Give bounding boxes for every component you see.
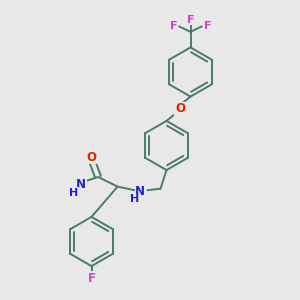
Text: N: N — [135, 184, 145, 198]
Text: F: F — [88, 272, 95, 285]
Text: H: H — [130, 194, 139, 205]
Text: H: H — [70, 188, 79, 198]
Text: N: N — [76, 178, 86, 191]
Text: F: F — [204, 21, 211, 32]
Text: F: F — [170, 21, 178, 32]
Text: F: F — [187, 15, 194, 25]
Text: O: O — [175, 102, 185, 115]
Text: O: O — [86, 151, 96, 164]
